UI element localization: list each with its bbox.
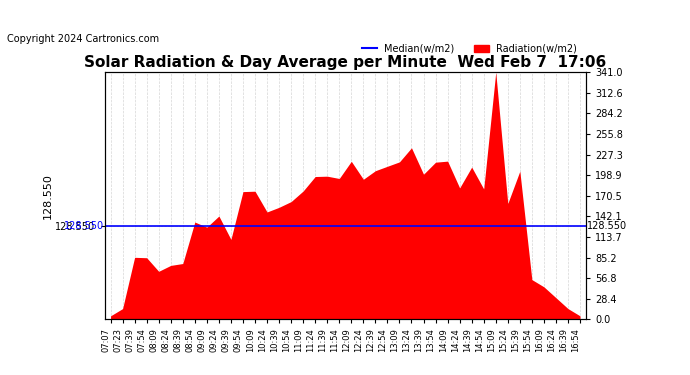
Title: Solar Radiation & Day Average per Minute  Wed Feb 7  17:06: Solar Radiation & Day Average per Minute… xyxy=(84,55,607,70)
Text: 128.550: 128.550 xyxy=(64,221,104,231)
Y-axis label: 128.550: 128.550 xyxy=(43,173,52,219)
Text: 128.550: 128.550 xyxy=(586,221,627,231)
Legend: Median(w/m2), Radiation(w/m2): Median(w/m2), Radiation(w/m2) xyxy=(358,40,581,58)
Text: Copyright 2024 Cartronics.com: Copyright 2024 Cartronics.com xyxy=(7,34,159,44)
